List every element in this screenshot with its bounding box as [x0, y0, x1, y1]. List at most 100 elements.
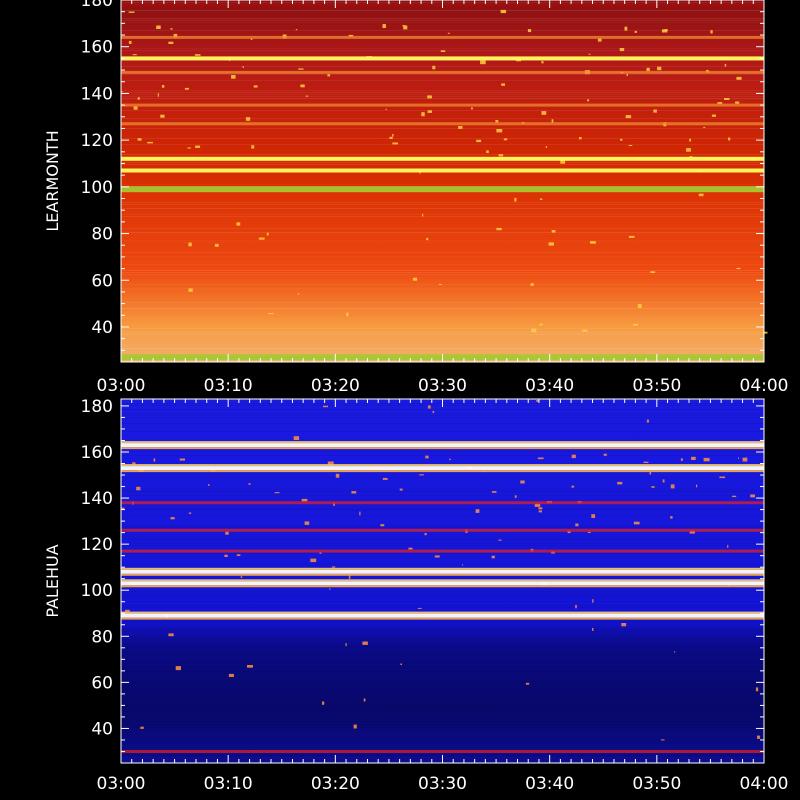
burst-speckle	[539, 323, 543, 326]
burst-speckle	[408, 547, 413, 550]
texture-line	[121, 74, 764, 75]
band-135	[121, 103, 764, 107]
texture-line	[121, 48, 764, 49]
burst-speckle	[525, 682, 530, 685]
burst-speckle	[646, 67, 650, 71]
texture-line	[121, 515, 764, 516]
burst-speckle	[194, 54, 201, 56]
texture-line	[121, 677, 764, 678]
burst-speckle	[514, 197, 517, 202]
burst-speckle	[633, 521, 640, 525]
texture-line	[121, 607, 764, 608]
y-tick-label: 80	[91, 225, 113, 245]
texture-line	[121, 409, 764, 410]
texture-line	[121, 591, 764, 592]
heatmap-background	[121, 0, 764, 362]
burst-speckle	[491, 555, 495, 559]
texture-line	[121, 162, 764, 163]
y-tick-label: 160	[81, 443, 113, 463]
burst-speckle	[476, 139, 482, 143]
burst-speckle	[538, 507, 543, 510]
burst-speckle	[742, 457, 748, 462]
burst-speckle	[646, 419, 649, 423]
burst-speckle	[250, 38, 253, 40]
burst-speckle	[153, 458, 156, 462]
texture-line	[121, 288, 764, 289]
burst-speckle	[300, 84, 305, 88]
x-tick-label: 03:30	[418, 376, 467, 396]
burst-speckle	[567, 530, 571, 534]
burst-speckle	[724, 63, 727, 67]
burst-speckle	[653, 109, 657, 113]
band-99	[121, 186, 764, 193]
burst-speckle	[661, 739, 665, 741]
texture-line	[121, 565, 764, 566]
burst-speckle	[619, 48, 625, 52]
burst-speckle	[228, 673, 234, 677]
texture-line	[121, 631, 764, 632]
texture-line	[121, 527, 764, 528]
band-163	[121, 443, 764, 448]
y-tick-label: 140	[81, 489, 113, 509]
texture-line	[121, 629, 764, 630]
burst-speckle	[498, 539, 502, 541]
burst-speckle	[541, 61, 544, 64]
burst-speckle	[432, 410, 435, 414]
x-tick-label: 03:10	[204, 376, 253, 396]
burst-speckle	[348, 34, 354, 37]
texture-line	[121, 535, 764, 536]
band-126	[121, 528, 764, 532]
burst-speckle	[536, 400, 539, 402]
burst-speckle	[345, 643, 347, 647]
texture-line	[121, 92, 764, 93]
burst-speckle	[363, 698, 366, 702]
x-tick-label: 04:00	[740, 774, 789, 794]
burst-speckle	[310, 558, 317, 563]
burst-speckle	[691, 456, 696, 460]
burst-speckle	[258, 237, 265, 240]
burst-speckle	[538, 510, 542, 513]
burst-speckle	[439, 284, 442, 285]
burst-speckle	[628, 235, 635, 238]
burst-speckle	[293, 436, 300, 440]
band-149	[121, 70, 764, 74]
burst-speckle	[498, 154, 504, 157]
texture-line	[121, 563, 764, 564]
burst-speckle	[392, 134, 394, 137]
texture-line	[121, 685, 764, 686]
burst-speckle	[727, 544, 729, 548]
texture-line	[121, 274, 764, 275]
burst-speckle	[156, 25, 161, 29]
burst-speckle	[157, 93, 159, 97]
burst-speckle	[560, 160, 566, 164]
texture-line	[121, 721, 764, 722]
burst-speckle	[514, 495, 517, 498]
burst-speckle	[649, 471, 652, 475]
burst-speckle	[160, 114, 165, 118]
texture-line	[121, 164, 764, 165]
burst-speckle	[588, 53, 591, 55]
burst-speckle	[133, 106, 138, 110]
burst-speckle	[327, 461, 334, 465]
texture-line	[121, 214, 764, 215]
burst-speckle	[187, 147, 191, 149]
band-edge	[121, 573, 764, 576]
texture-line	[121, 10, 764, 11]
burst-speckle	[425, 455, 429, 459]
texture-line	[121, 653, 764, 654]
burst-speckle	[427, 110, 432, 113]
burst-speckle	[359, 511, 361, 516]
burst-speckle	[717, 102, 723, 105]
band-108	[121, 569, 764, 574]
burst-speckle	[698, 193, 704, 197]
burst-speckle	[575, 604, 577, 609]
band-107	[121, 168, 764, 173]
texture-line	[121, 593, 764, 594]
burst-speckle	[750, 494, 755, 498]
band-127	[121, 122, 764, 126]
texture-line	[121, 415, 764, 416]
texture-line	[121, 66, 764, 67]
burst-speckle	[403, 25, 408, 30]
band-edge	[121, 579, 764, 582]
burst-speckle	[650, 271, 656, 273]
